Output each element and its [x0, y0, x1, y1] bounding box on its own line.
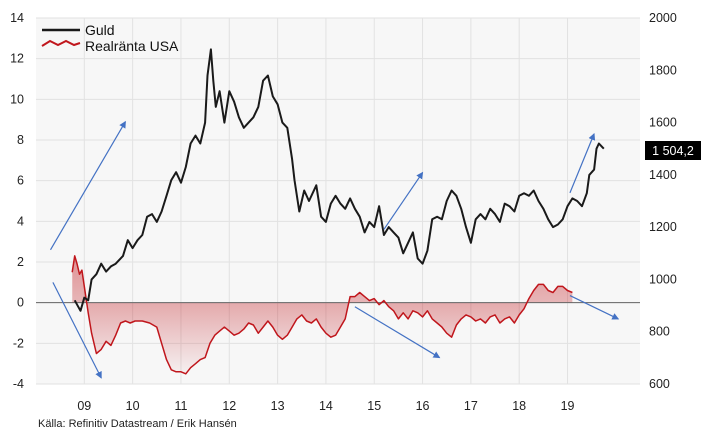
right-tick-label: 1400	[649, 168, 677, 182]
right-axis-ticks: 600 800 1000 1200 1400 1600 1800 2000	[649, 11, 677, 391]
x-tick-label: 09	[77, 399, 91, 413]
legend-label-guld: Guld	[85, 22, 115, 38]
right-tick-label: 600	[649, 377, 670, 391]
trend-arrow	[569, 295, 620, 320]
last-value-box	[645, 141, 701, 160]
right-tick-label: 1600	[649, 116, 677, 130]
trend-arrow	[354, 306, 441, 359]
series-line-realranta	[71, 255, 573, 375]
left-tick-label: -2	[13, 336, 24, 350]
trend-arrow	[383, 171, 424, 230]
left-tick-label: 2	[17, 255, 24, 269]
x-tick-label: 14	[319, 399, 333, 413]
left-tick-label: 0	[17, 296, 24, 310]
x-tick-label: 17	[464, 399, 478, 413]
left-tick-label: 14	[10, 11, 24, 25]
left-tick-label: 6	[17, 174, 24, 188]
right-tick-label: 1800	[649, 63, 677, 77]
right-tick-label: 800	[649, 325, 670, 339]
left-tick-label: 4	[17, 214, 24, 228]
real-rate-fill	[72, 255, 573, 374]
series-lines	[71, 48, 605, 375]
left-axis-ticks: -4 -2 0 2 4 6 8 10 12 14	[10, 11, 24, 391]
left-tick-label: -4	[13, 377, 24, 391]
right-tick-label: 2000	[649, 11, 677, 25]
trend-arrow	[49, 120, 126, 251]
x-tick-label: 19	[561, 399, 575, 413]
trend-arrow	[569, 132, 596, 194]
trend-arrow	[52, 282, 102, 379]
last-value-text: 1 504,2	[652, 144, 694, 158]
x-tick-label: 13	[271, 399, 285, 413]
series-line-guld	[73, 48, 605, 312]
left-tick-label: 10	[10, 92, 24, 106]
negative-fill	[72, 302, 573, 374]
left-tick-label: 12	[10, 52, 24, 66]
right-tick-label: 1200	[649, 220, 677, 234]
x-tick-label: 18	[512, 399, 526, 413]
source-note: Källa: Refinitiv Datastream / Erik Hansé…	[38, 418, 237, 430]
x-tick-label: 11	[174, 399, 187, 413]
x-tick-label: 15	[367, 399, 381, 413]
trend-arrows	[49, 120, 620, 379]
x-tick-label: 10	[126, 399, 140, 413]
last-value-label: 1 504,2	[645, 141, 701, 160]
right-tick-label: 1000	[649, 272, 677, 286]
legend-swatch-realranta	[41, 39, 81, 47]
x-axis-ticks: 09 10 11 12 13 14 15 16 17 18 19	[77, 399, 574, 413]
legend-label-realranta: Realränta USA	[85, 38, 179, 54]
x-tick-label: 12	[222, 399, 236, 413]
legend: Guld Realränta USA	[41, 22, 179, 54]
left-tick-label: 8	[17, 133, 24, 147]
x-tick-label: 16	[416, 399, 430, 413]
